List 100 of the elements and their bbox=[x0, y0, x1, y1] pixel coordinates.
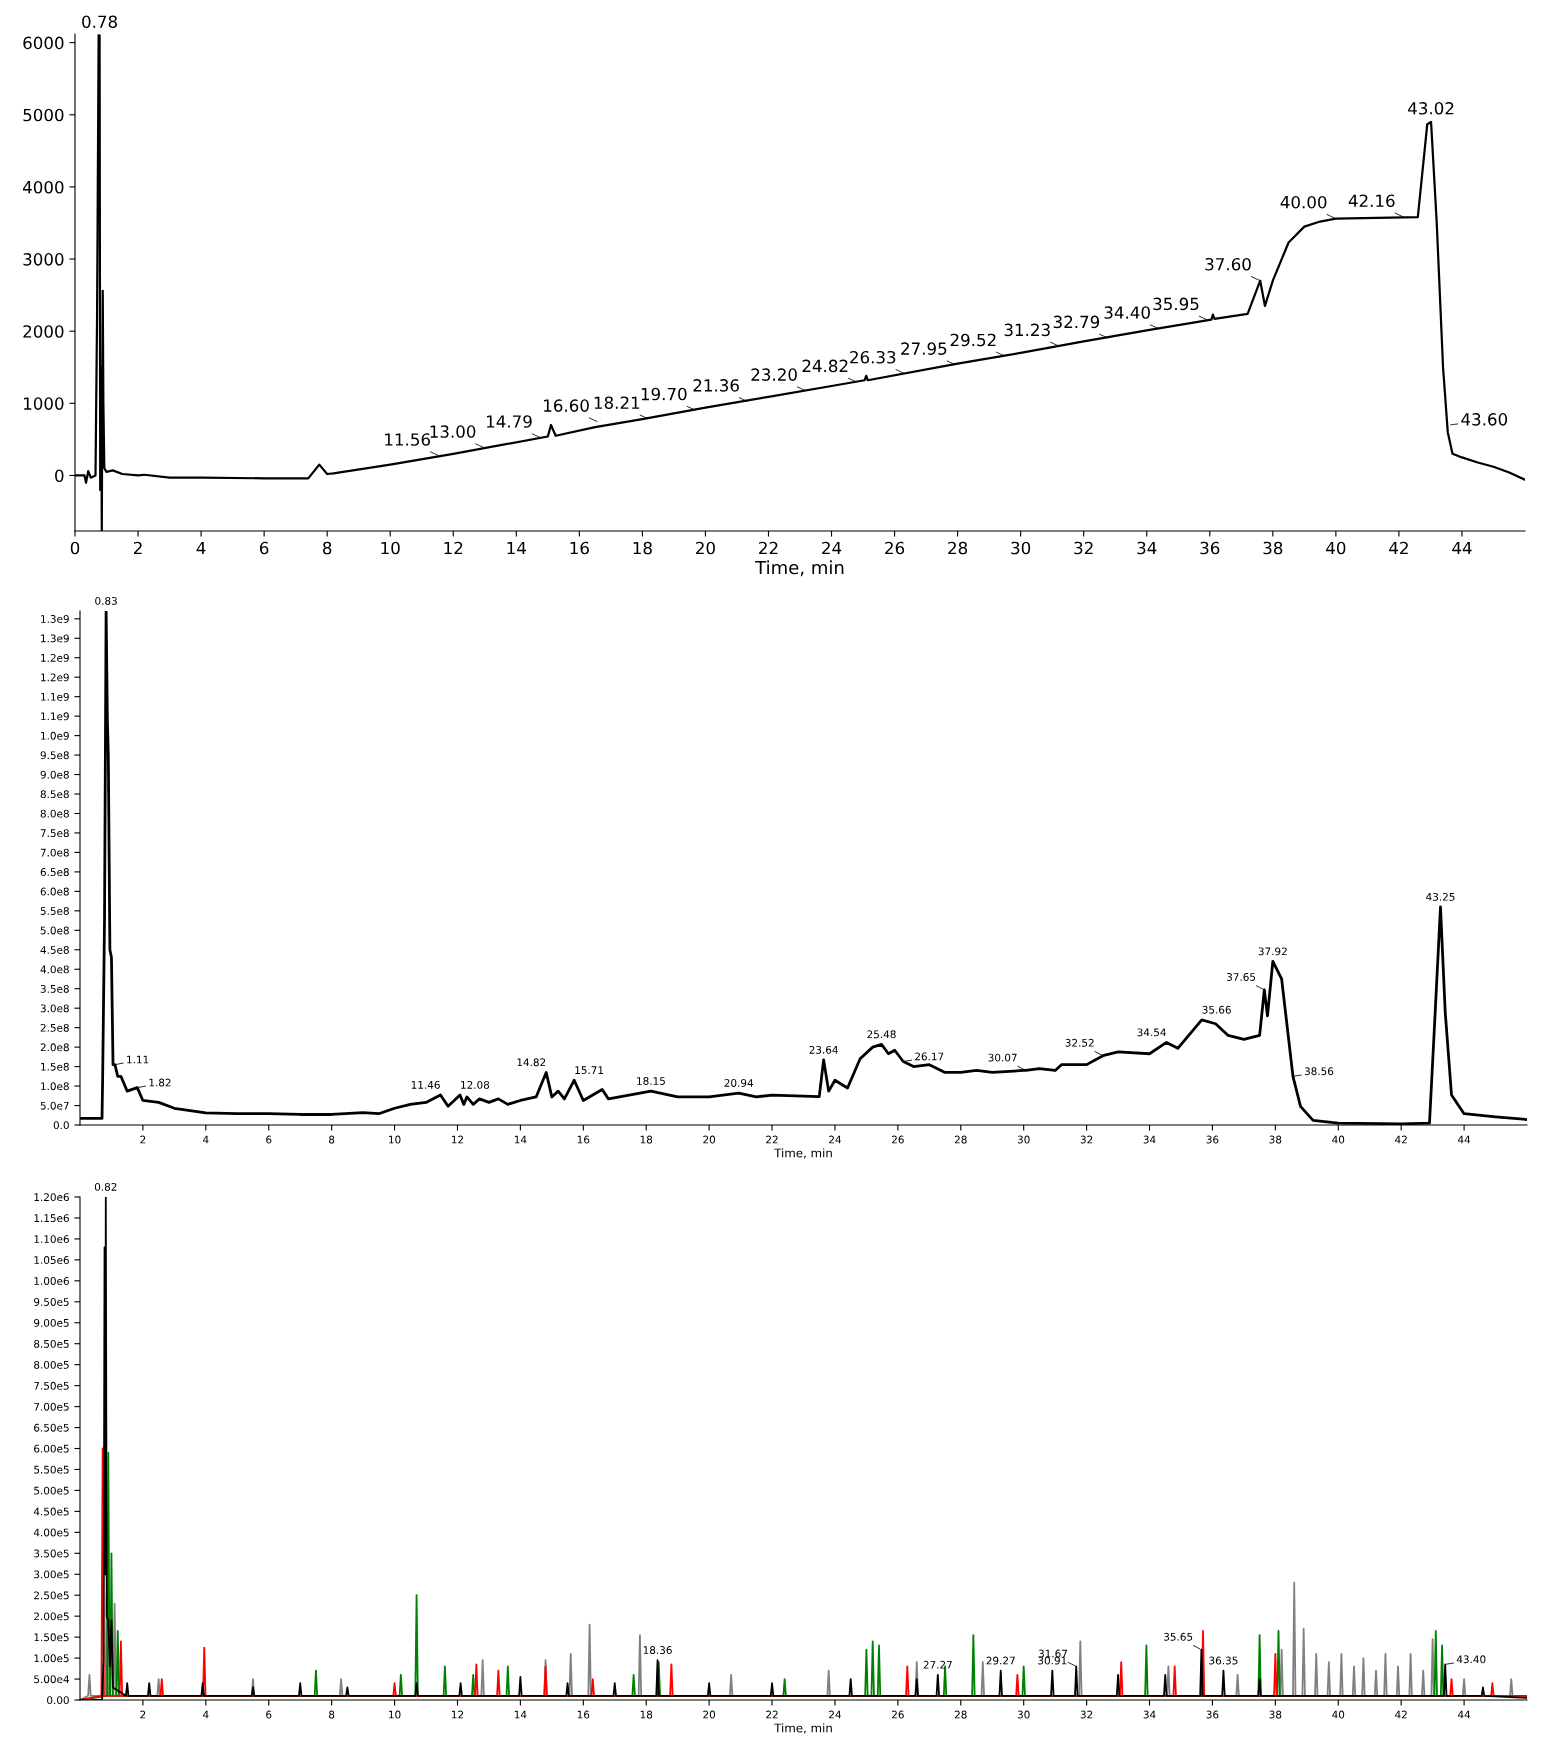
y-tick-label: 1.1e9 bbox=[41, 712, 69, 721]
x-tick-label: 18 bbox=[640, 1710, 653, 1719]
annotation: 35.65 bbox=[1164, 1632, 1193, 1641]
annotation: 12.08 bbox=[461, 1080, 490, 1089]
x-tick-label: 22 bbox=[766, 1135, 778, 1144]
annotation: 36.35 bbox=[1209, 1656, 1238, 1665]
x-tick-label: 8 bbox=[329, 1135, 335, 1144]
x-tick-label: 14 bbox=[507, 541, 526, 555]
x-tick-label: 44 bbox=[1457, 1710, 1471, 1719]
annotation: 0.83 bbox=[95, 596, 117, 605]
y-tick-label: 2.0e8 bbox=[40, 1043, 69, 1052]
y-tick-label: 6.50e5 bbox=[34, 1423, 69, 1432]
annotation: 37.65 bbox=[1226, 973, 1256, 981]
y-tick-label: 5.00e5 bbox=[34, 1486, 69, 1495]
x-tick-label: 12 bbox=[451, 1135, 464, 1144]
annotation: 31.67 bbox=[1038, 1649, 1067, 1658]
annotation: 27.27 bbox=[923, 1660, 952, 1669]
x-tick-label: 8 bbox=[329, 1710, 335, 1719]
x-tick-label: 28 bbox=[948, 541, 968, 555]
annotation: 1.11 bbox=[127, 1055, 149, 1064]
annotation: 1.82 bbox=[149, 1078, 171, 1087]
annotation: 29.52 bbox=[950, 333, 996, 347]
x-tick-label: 44 bbox=[1452, 541, 1472, 555]
x-tick-label: 4 bbox=[203, 1710, 209, 1719]
x-tick-label: 40 bbox=[1332, 1710, 1345, 1719]
annotation: 26.17 bbox=[915, 1052, 944, 1061]
y-tick-label: 2.50e5 bbox=[34, 1591, 69, 1600]
x-tick-label: 18 bbox=[640, 1135, 653, 1144]
y-tick-label: 3.5e8 bbox=[40, 984, 69, 993]
y-tick-label: 7.00e5 bbox=[34, 1402, 69, 1411]
y-tick-label: 8.50e5 bbox=[34, 1339, 69, 1348]
x-tick-label: 10 bbox=[389, 1710, 401, 1719]
y-tick-label: 5.0e7 bbox=[40, 1101, 69, 1110]
x-tick-label: 18 bbox=[633, 541, 652, 555]
y-tick-label: 8.00e5 bbox=[34, 1360, 69, 1369]
y-tick-label: 0.0 bbox=[53, 1121, 69, 1130]
x-tick-label: 26 bbox=[892, 1710, 904, 1719]
x-tick-label: 44 bbox=[1457, 1135, 1471, 1144]
x-tick-label: 10 bbox=[389, 1135, 401, 1144]
y-tick-label: 3.0e8 bbox=[40, 1004, 69, 1013]
x-tick-label: 6 bbox=[259, 541, 269, 555]
x-tick-label: 28 bbox=[954, 1710, 967, 1719]
x-tick-label: 36 bbox=[1206, 1710, 1219, 1719]
annotation: 24.82 bbox=[802, 359, 848, 373]
y-tick-label: 7.5e8 bbox=[40, 829, 69, 838]
annotation: 0.78 bbox=[82, 15, 117, 29]
annotation: 26.33 bbox=[850, 350, 896, 364]
annotation: 35.66 bbox=[1202, 1005, 1231, 1014]
x-tick-label: 32 bbox=[1074, 541, 1093, 555]
x-tick-label: 32 bbox=[1080, 1710, 1093, 1719]
x-tick-label: 12 bbox=[444, 541, 463, 555]
y-tick-label: 1.15e6 bbox=[34, 1214, 69, 1223]
x-tick-label: 42 bbox=[1395, 1135, 1407, 1144]
x-tick-label: 4 bbox=[196, 541, 206, 555]
annotation: 18.15 bbox=[637, 1077, 665, 1085]
y-tick-label: 1.00e6 bbox=[34, 1277, 69, 1285]
annotation: 16.60 bbox=[544, 399, 589, 412]
y-tick-label: 6.00e5 bbox=[34, 1444, 69, 1453]
annotation: 14.79 bbox=[486, 415, 532, 428]
y-tick-label: 3000 bbox=[23, 253, 64, 266]
x-axis-title: Time, min bbox=[774, 1148, 832, 1159]
annotation: 35.95 bbox=[1153, 297, 1199, 311]
x-tick-label: 6 bbox=[266, 1135, 272, 1144]
x-tick-label: 42 bbox=[1395, 1710, 1407, 1719]
x-tick-label: 42 bbox=[1389, 541, 1408, 555]
y-tick-label: 4.50e5 bbox=[33, 1507, 69, 1516]
annotation: 21.36 bbox=[693, 379, 739, 392]
x-tick-label: 22 bbox=[759, 541, 778, 555]
annotation: 43.25 bbox=[1426, 892, 1455, 901]
y-tick-label: 5.50e5 bbox=[34, 1465, 69, 1474]
y-tick-label: 5.0e8 bbox=[40, 926, 69, 935]
x-tick-label: 20 bbox=[703, 1710, 716, 1719]
y-tick-label: 1.3e9 bbox=[41, 615, 69, 623]
x-tick-label: 22 bbox=[766, 1710, 778, 1719]
y-tick-label: 1000 bbox=[24, 397, 64, 410]
x-tick-label: 36 bbox=[1200, 541, 1220, 555]
annotation: 43.60 bbox=[1461, 413, 1508, 426]
y-tick-label: 4.5e8 bbox=[40, 946, 69, 954]
x-tick-label: 12 bbox=[451, 1710, 464, 1719]
x-tick-label: 20 bbox=[703, 1135, 716, 1144]
annotation: 13.00 bbox=[430, 425, 476, 438]
y-tick-label: 2.5e8 bbox=[40, 1023, 69, 1032]
y-tick-label: 2000 bbox=[23, 325, 64, 338]
annotation: 34.40 bbox=[1104, 306, 1150, 319]
y-tick-label: 8.0e8 bbox=[40, 809, 69, 818]
x-tick-label: 34 bbox=[1137, 541, 1157, 555]
annotation: 11.46 bbox=[411, 1080, 440, 1089]
x-tick-label: 34 bbox=[1143, 1135, 1156, 1144]
x-tick-label: 2 bbox=[140, 1135, 146, 1144]
annotation: 31.23 bbox=[1004, 323, 1050, 337]
x-tick-label: 2 bbox=[133, 541, 142, 555]
y-tick-label: 1.2e9 bbox=[41, 673, 69, 682]
y-tick-label: 5.5e8 bbox=[40, 907, 69, 915]
x-tick-label: 2 bbox=[140, 1710, 146, 1719]
annotation: 27.95 bbox=[901, 342, 947, 355]
annotation: 0.82 bbox=[94, 1182, 117, 1191]
x-tick-label: 16 bbox=[570, 541, 589, 555]
x-tick-label: 26 bbox=[885, 541, 905, 555]
x-tick-label: 0 bbox=[70, 541, 80, 555]
annotation: 37.92 bbox=[1258, 947, 1287, 956]
